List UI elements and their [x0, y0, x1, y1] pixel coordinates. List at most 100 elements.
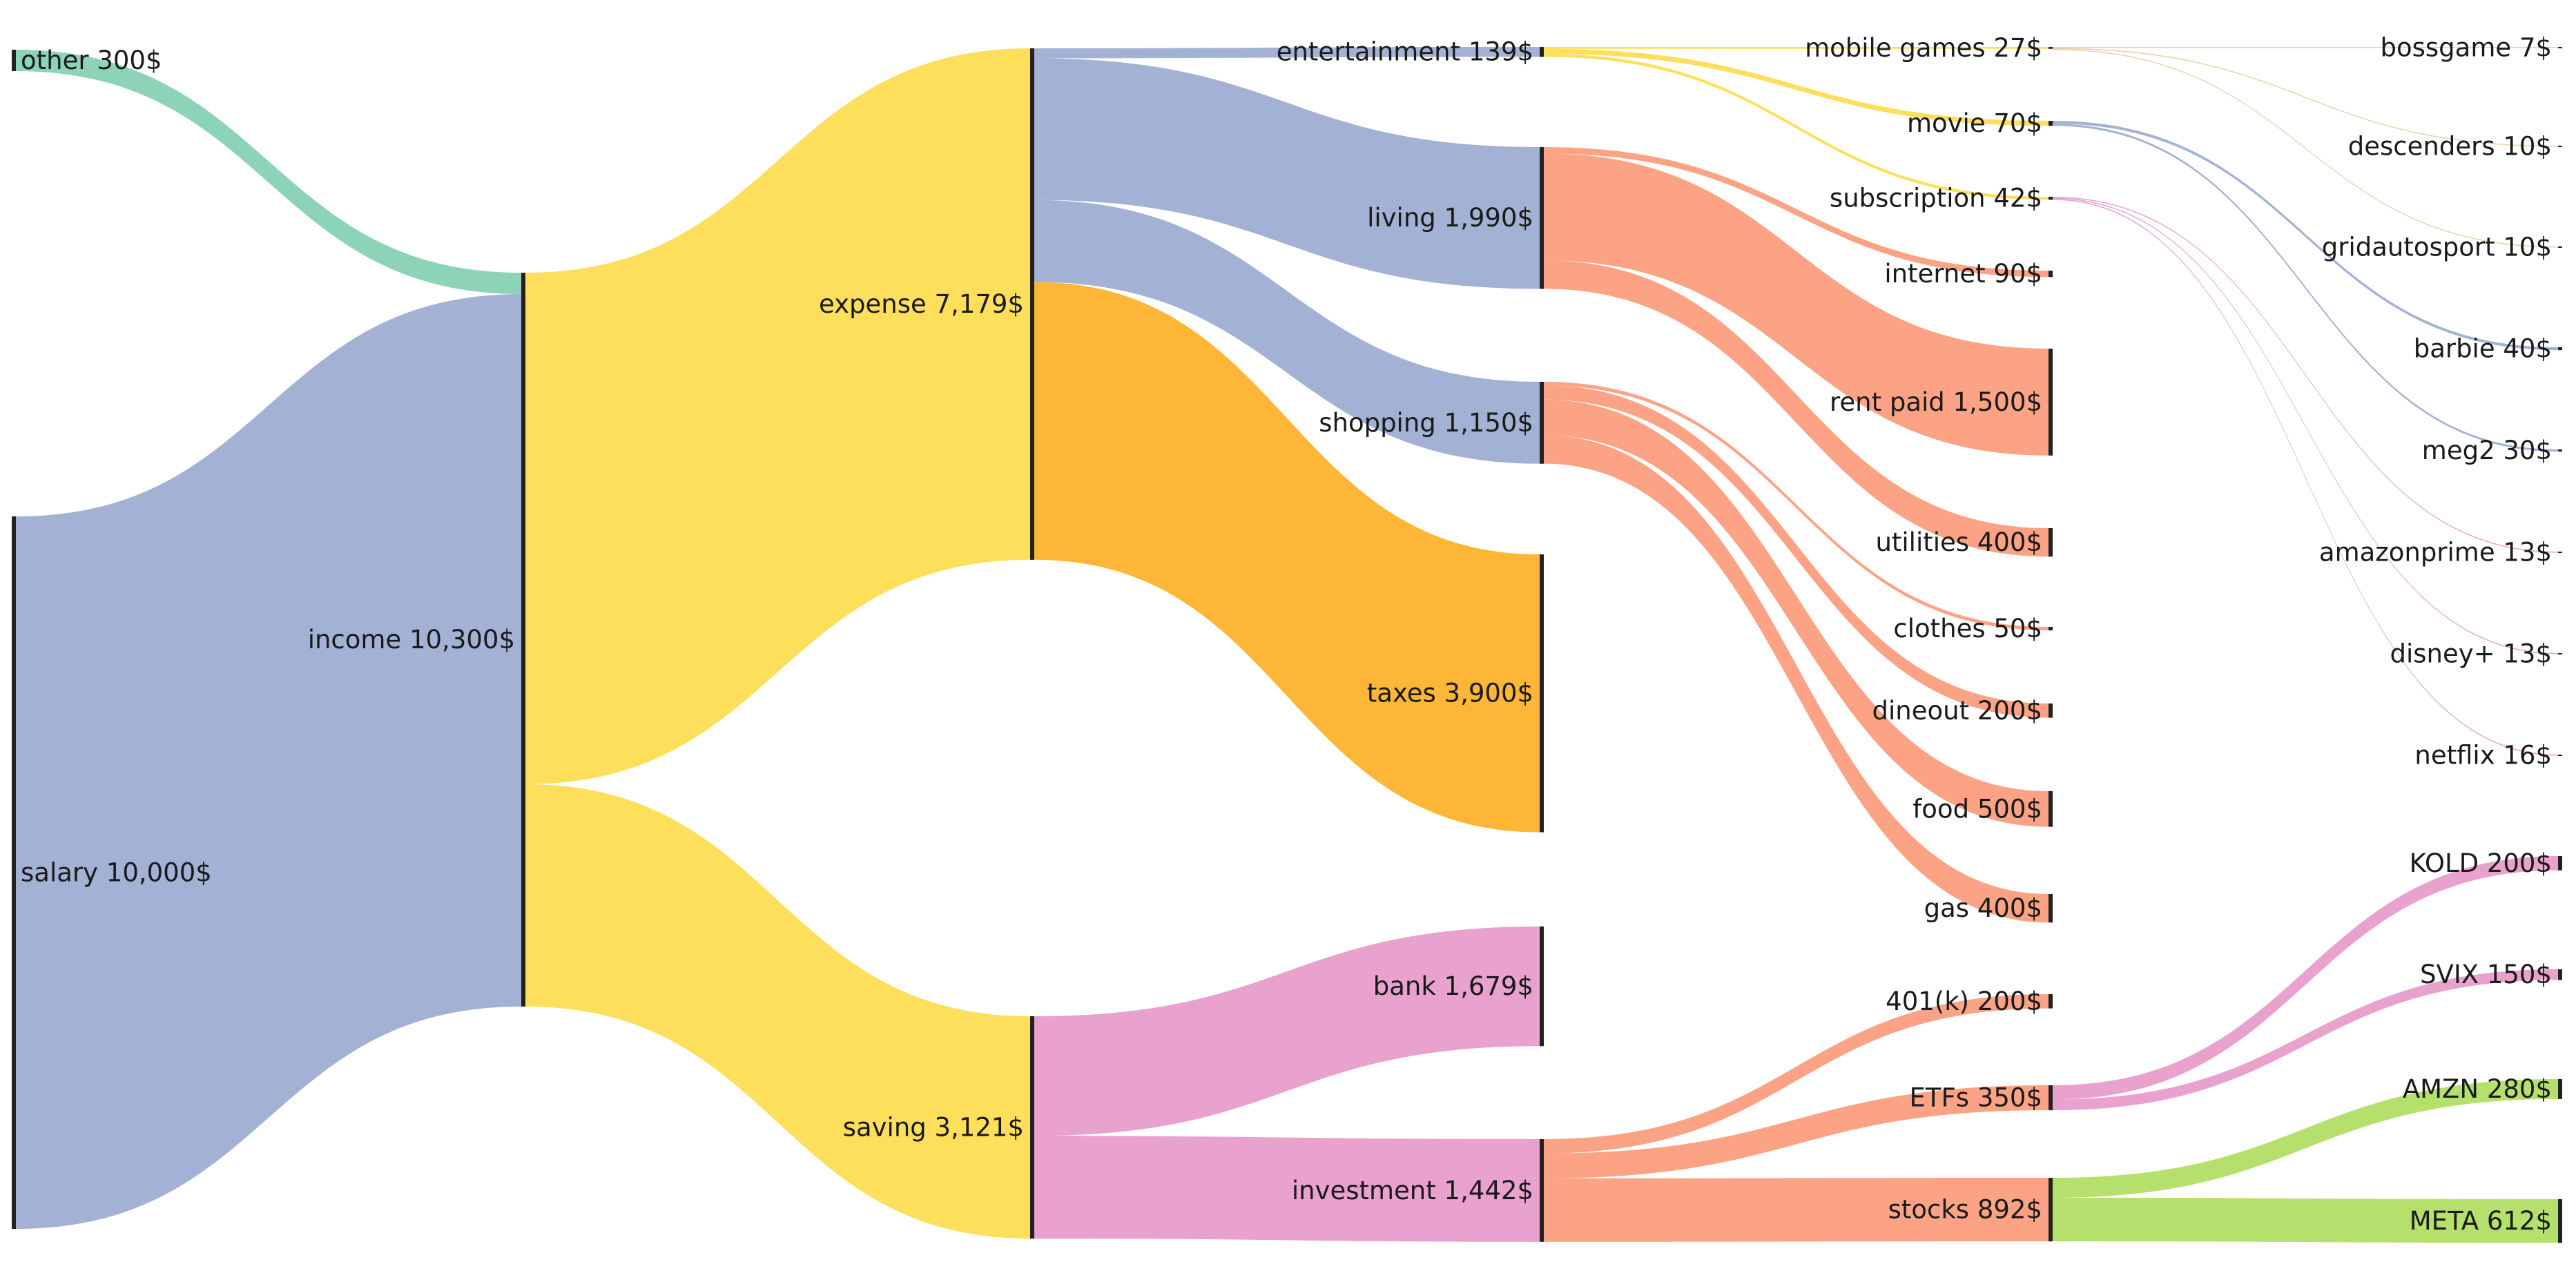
- node-bar-bossgame: [2558, 47, 2562, 48]
- flow-movie-to-meg2: [2053, 124, 2558, 452]
- node-bar-salary: [12, 516, 16, 1229]
- node-bar-descenders: [2558, 146, 2562, 147]
- node-bar-rent_paid: [2049, 349, 2053, 456]
- node-bar-amazonprime: [2558, 552, 2562, 553]
- node-label-living: living 1,990$: [1367, 203, 1533, 233]
- node-bar-subscription: [2049, 197, 2053, 200]
- node-bar-internet: [2049, 271, 2053, 278]
- flow-expense-to-shopping: [1034, 200, 1540, 464]
- flow-income-to-expense: [525, 48, 1030, 784]
- flow-expense-to-taxes: [1034, 282, 1540, 833]
- flow-mobile_games-to-gridautosport: [2053, 49, 2558, 248]
- node-bar-meg2: [2558, 449, 2562, 452]
- node-label-entertainment: entertainment 139$: [1277, 37, 1533, 67]
- flow-saving-to-investment: [1034, 1136, 1540, 1242]
- node-bar-clothes: [2049, 627, 2053, 631]
- node-bar-taxes: [1540, 554, 1544, 833]
- node-label-saving: saving 3,121$: [843, 1113, 1024, 1143]
- node-label-shopping: shopping 1,150$: [1319, 408, 1533, 438]
- node-bar-living: [1540, 147, 1544, 289]
- flow-income-to-saving: [525, 784, 1030, 1239]
- node-label-clothes: clothes 50$: [1893, 614, 2042, 643]
- flow-mobile_games-to-descenders: [2053, 48, 2558, 147]
- node-label-meta: META 612$: [2410, 1206, 2552, 1236]
- node-label-rent_paid: rent paid 1,500$: [1830, 387, 2042, 417]
- node-bar-other: [12, 50, 16, 71]
- sankey-links: [16, 47, 2558, 1243]
- node-bar-income: [521, 273, 525, 1007]
- flow-salary-to-income: [16, 293, 521, 1230]
- node-bar-utilities: [2049, 528, 2053, 557]
- node-label-movie: movie 70$: [1907, 108, 2042, 138]
- node-label-taxes: taxes 3,900$: [1367, 679, 1533, 708]
- flow-other-to-income: [16, 50, 521, 294]
- node-label-utilities: utilities 400$: [1875, 527, 2042, 557]
- node-label-bank: bank 1,679$: [1373, 971, 1533, 1001]
- flow-living-to-rent_paid: [1544, 153, 2049, 456]
- flow-etfs-to-svix: [2053, 969, 2558, 1111]
- flow-shopping-to-dineout: [1544, 385, 2049, 718]
- node-label-expense: expense 7,179$: [819, 289, 1024, 319]
- flow-entertainment-to-mobile_games: [1544, 47, 2049, 49]
- node-label-other: other 300$: [21, 46, 162, 75]
- node-bar-svix: [2558, 969, 2562, 980]
- flow-movie-to-barbie: [2053, 121, 2558, 351]
- sankey-labels: other 300$ salary 10,000$ income 10,300$ ex…: [21, 33, 2552, 1236]
- node-bar-saving: [1030, 1016, 1034, 1239]
- node-bar-disney: [2558, 653, 2562, 654]
- node-bar-meta: [2558, 1199, 2562, 1243]
- node-bar-netflix: [2558, 755, 2562, 756]
- flow-etfs-to-kold: [2053, 856, 2558, 1100]
- flow-shopping-to-food: [1544, 399, 2049, 827]
- flow-mobile_games-to-bossgame: [2053, 47, 2558, 48]
- node-bar-kold: [2558, 856, 2562, 871]
- node-bar-amzn: [2558, 1079, 2562, 1099]
- node-label-investment: investment 1,442$: [1292, 1176, 1533, 1205]
- node-label-svix: SVIX 150$: [2420, 960, 2552, 989]
- node-label-dineout: dineout 200$: [1872, 696, 2043, 726]
- node-label-gridautosport: gridautosport 10$: [2322, 233, 2552, 262]
- node-bar-etfs: [2049, 1085, 2053, 1111]
- node-label-barbie: barbie 40$: [2414, 334, 2552, 364]
- node-label-k401: 401(k) 200$: [1886, 987, 2042, 1016]
- node-label-amazonprime: amazonprime 13$: [2319, 538, 2552, 567]
- node-label-bossgame: bossgame 7$: [2381, 33, 2553, 63]
- node-label-income: income 10,300$: [308, 625, 515, 654]
- node-label-netflix: netflix 16$: [2414, 741, 2552, 770]
- node-label-internet: internet 90$: [1884, 259, 2042, 289]
- flow-expense-to-entertainment: [1034, 47, 1540, 59]
- node-bar-stocks: [2049, 1178, 2053, 1242]
- flow-subscription-to-netflix: [2053, 199, 2558, 756]
- node-label-descenders: descenders 10$: [2348, 132, 2552, 162]
- node-bar-k401: [2049, 994, 2053, 1009]
- flow-investment-to-k401: [1544, 994, 2049, 1154]
- node-bar-food: [2049, 791, 2053, 827]
- node-label-disney: disney+ 13$: [2390, 639, 2552, 669]
- flow-expense-to-living: [1034, 58, 1540, 289]
- node-label-subscription: subscription 42$: [1830, 184, 2042, 213]
- flow-subscription-to-amazonprime: [2053, 197, 2558, 553]
- sankey-nodes: [12, 47, 2562, 1243]
- flow-shopping-to-gas: [1544, 435, 2049, 923]
- node-bar-entertainment: [1540, 47, 1544, 57]
- flow-saving-to-bank: [1034, 926, 1540, 1136]
- flow-entertainment-to-subscription: [1544, 54, 2049, 200]
- node-label-salary: salary 10,000$: [21, 858, 212, 888]
- node-bar-expense: [1030, 48, 1034, 560]
- node-label-kold: KOLD 200$: [2410, 848, 2552, 878]
- flow-stocks-to-amzn: [2053, 1079, 2558, 1198]
- flow-subscription-to-disney: [2053, 197, 2558, 654]
- node-label-etfs: ETFs 350$: [1910, 1083, 2042, 1113]
- node-bar-investment: [1540, 1139, 1544, 1242]
- node-bar-shopping: [1540, 382, 1544, 464]
- node-bar-dineout: [2049, 704, 2053, 718]
- node-bar-mobile_games: [2049, 47, 2053, 49]
- node-label-meg2: meg2 30$: [2422, 436, 2552, 465]
- flow-living-to-internet: [1544, 147, 2049, 278]
- flow-investment-to-etfs: [1544, 1085, 2049, 1178]
- node-label-gas: gas 400$: [1924, 893, 2042, 923]
- node-label-mobile_games: mobile games 27$: [1805, 33, 2042, 63]
- node-label-stocks: stocks 892$: [1888, 1195, 2042, 1225]
- node-bar-movie: [2049, 121, 2053, 126]
